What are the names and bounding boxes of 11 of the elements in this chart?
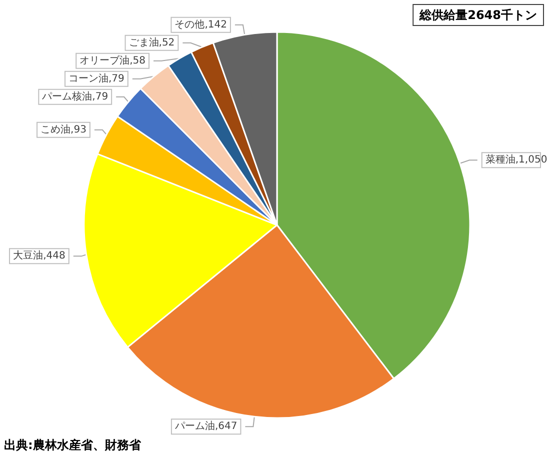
slice-label: オリーブ油,58 — [80, 54, 146, 66]
slice-label: パーム核油,79 — [41, 90, 108, 102]
slice-label: 大豆油,448 — [13, 250, 66, 262]
slice-label: こめ油,93 — [40, 123, 86, 136]
source-note: 出典:農林水産省、財務省 — [4, 438, 142, 452]
slice-label: 菜種油,1,050 — [485, 154, 548, 166]
chart-title: 総供給量2648千トン — [418, 8, 538, 22]
slice-label: その他,142 — [174, 18, 227, 30]
slice-label: パーム油,647 — [174, 420, 238, 432]
slice-label: ごま油,52 — [128, 36, 175, 48]
slice-label: コーン油,79 — [68, 72, 124, 84]
